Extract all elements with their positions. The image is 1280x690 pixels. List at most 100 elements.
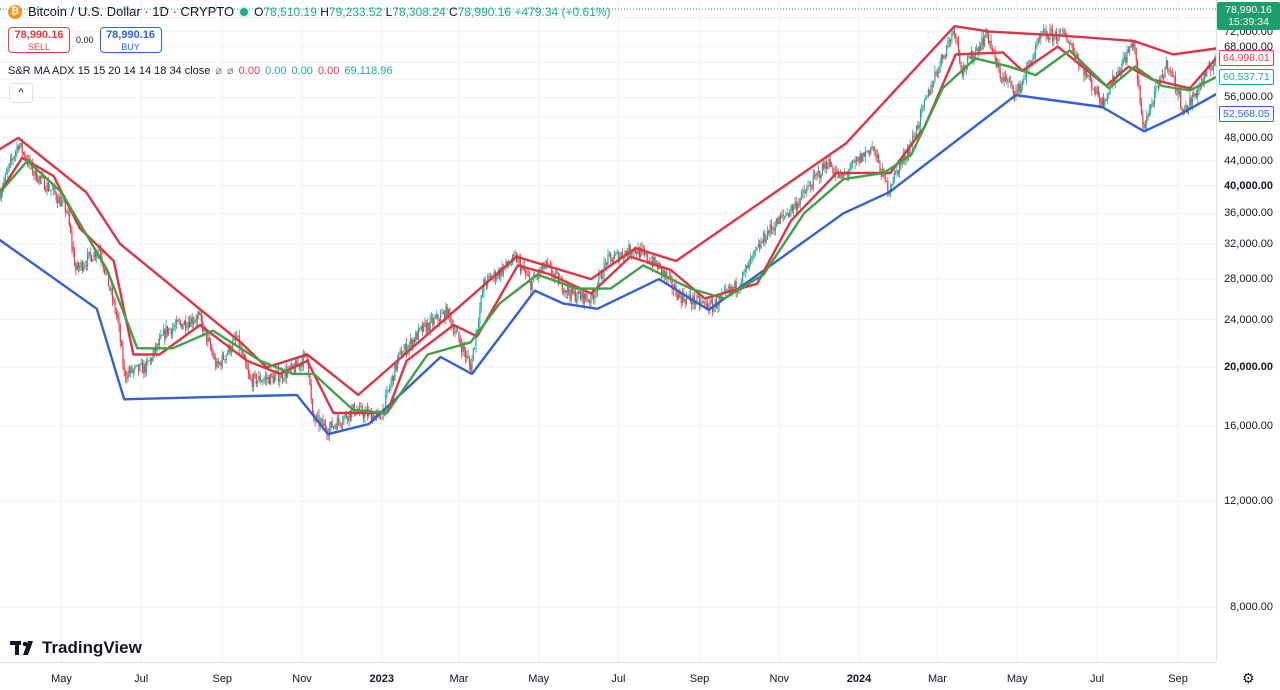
candle-body	[764, 233, 766, 243]
candle-body	[1135, 49, 1137, 61]
candle-body	[777, 218, 779, 225]
candle-body	[242, 354, 244, 356]
candle-body	[32, 162, 34, 174]
candle-body	[324, 423, 327, 430]
candle-body	[281, 372, 284, 380]
candle-body	[89, 251, 91, 256]
candle-body	[551, 266, 553, 275]
price-chart[interactable]	[0, 0, 1216, 662]
candle-body	[749, 259, 752, 261]
candle-body	[863, 152, 865, 157]
candle-body	[838, 173, 841, 178]
candle-body	[987, 33, 990, 44]
candle-body	[144, 364, 146, 373]
candle-body	[1142, 114, 1144, 125]
indicator-legend[interactable]: S&R MA ADX 15 15 20 14 14 18 34 close ⌀ …	[8, 64, 392, 78]
candle-body	[885, 180, 888, 182]
candle-body	[752, 253, 754, 257]
buy-price: 78,990.16	[106, 29, 155, 41]
candle-body	[572, 287, 574, 294]
candle-body	[217, 361, 219, 364]
price-axis[interactable]: 76,000.0072,000.0068,000.0064,000.0060,0…	[1216, 0, 1280, 662]
candle-body	[721, 294, 723, 298]
candle-body	[76, 262, 78, 270]
visibility-icon[interactable]: ⌀	[227, 65, 234, 77]
candle-body	[1181, 107, 1183, 110]
candle-body	[1091, 79, 1093, 90]
candle-body	[710, 300, 712, 302]
candle-body	[509, 265, 511, 266]
candle-body	[181, 323, 183, 329]
candle-body	[1197, 90, 1199, 97]
candle-body	[953, 31, 956, 35]
candle-body	[900, 163, 902, 165]
indicator-value-2: 0.00	[265, 64, 287, 77]
candle-body	[787, 213, 790, 216]
candle-body	[745, 265, 748, 269]
candle-body	[607, 254, 609, 265]
candle-body	[819, 171, 821, 179]
candle-body	[691, 301, 693, 305]
candle-body	[280, 372, 282, 379]
candle-body	[135, 365, 137, 367]
candle-body	[445, 306, 447, 321]
candle-body	[289, 366, 291, 369]
candle-body	[897, 170, 899, 175]
candle-body	[926, 96, 928, 98]
candle-body	[803, 191, 805, 194]
candle-body	[306, 356, 308, 360]
candle-body	[226, 352, 229, 356]
candle-body	[917, 125, 919, 129]
candle-body	[791, 205, 793, 211]
trade-buttons: 78,990.16 SELL 0.00 78,990.16 BUY	[8, 27, 162, 53]
candle-body	[251, 378, 253, 387]
candle-body	[270, 373, 272, 385]
candle-body	[360, 406, 362, 408]
candle-body	[1194, 92, 1196, 97]
candle-body	[714, 300, 716, 307]
candle-body	[697, 295, 699, 297]
candle-body	[1004, 76, 1007, 78]
candle-body	[317, 415, 319, 417]
candle-body	[1167, 60, 1169, 69]
candle-body	[207, 337, 209, 343]
candle-body	[1122, 57, 1124, 64]
symbol-title[interactable]: Bitcoin / U.S. Dollar · 1D · CRYPTO	[28, 4, 235, 19]
candle-body	[1169, 71, 1171, 73]
x-tick-label: 2024	[846, 673, 872, 685]
candle-body	[464, 351, 467, 358]
candle-body	[811, 187, 813, 189]
candle-body	[581, 291, 583, 299]
indicator-name[interactable]: S&R MA ADX 15 15 20 14 14 18 34 close	[8, 64, 211, 77]
candle-body	[139, 364, 141, 371]
candle-body	[50, 189, 52, 191]
candle-body	[757, 244, 759, 247]
collapse-legend-button[interactable]: ^	[9, 83, 33, 103]
sell-button[interactable]: 78,990.16 SELL	[8, 27, 70, 53]
time-axis[interactable]: May Jul Sep Nov 2023 Mar May Jul Sep Nov 2024 Mar Ma…	[0, 662, 1216, 690]
candle-body	[311, 399, 314, 413]
candle-body	[1129, 46, 1131, 52]
candle-body	[20, 142, 22, 146]
candle-body	[398, 352, 400, 360]
source-icon[interactable]: ⌀	[215, 65, 223, 77]
buy-button[interactable]: 78,990.16 BUY	[99, 27, 162, 53]
candle-body	[904, 153, 906, 160]
x-tick-label: May	[1006, 673, 1028, 685]
candle-body	[332, 426, 335, 428]
candle-body	[1204, 73, 1207, 77]
x-tick-label: May	[528, 673, 550, 685]
candle-body	[1068, 42, 1071, 44]
candle-body	[1066, 37, 1068, 42]
candle-body	[1202, 80, 1204, 84]
settings-gear-icon[interactable]: ⚙	[1242, 670, 1255, 686]
tradingview-logo[interactable]: TradingView	[10, 638, 142, 658]
candle-body	[889, 186, 892, 192]
candle-body	[185, 320, 187, 329]
candle-body	[1100, 100, 1102, 106]
candle-body	[676, 294, 678, 300]
candle-body	[403, 349, 405, 356]
candle-body	[568, 286, 570, 294]
candle-body	[610, 253, 612, 258]
candle-body	[942, 54, 944, 59]
